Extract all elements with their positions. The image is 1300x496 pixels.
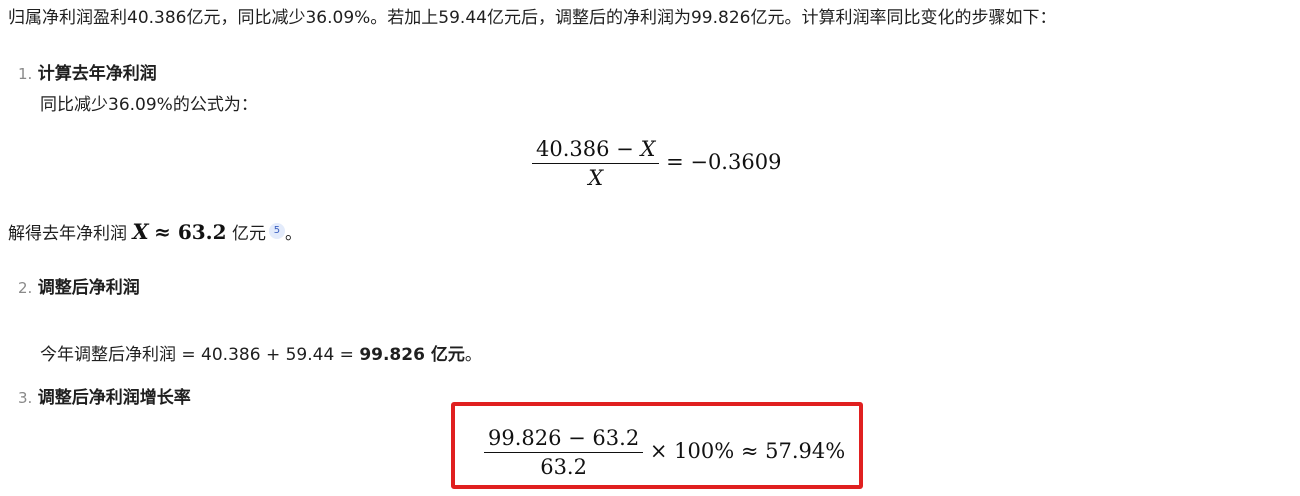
step-3-title: 调整后净利润增长率 bbox=[37, 388, 191, 408]
adjusted-end: 。 bbox=[464, 345, 482, 365]
step-2-title: 调整后净利润 bbox=[37, 278, 140, 298]
citation-badge[interactable]: 5 bbox=[268, 223, 285, 239]
step-2-number: 2. bbox=[18, 279, 33, 297]
step-1-description: 同比减少36.09%的公式为： bbox=[40, 95, 258, 115]
formula-3: 99.826 − 63.2 63.2 × 100% ≈ 57.94% bbox=[484, 426, 845, 479]
step-2-heading: 2. 调整后净利润 bbox=[18, 276, 140, 300]
formula-3-rhs: × 100% ≈ 57.94% bbox=[649, 439, 846, 463]
formula-1-rhs: = −0.3609 bbox=[666, 150, 782, 174]
adjusted-profit-line: 今年调整后净利润 = 40.386 + 59.44 = 99.826 亿元。 bbox=[40, 343, 482, 367]
intro-text: 归属净利润盈利40.386亿元，同比减少36.09%。若加上59.44亿元后，调… bbox=[8, 8, 1057, 28]
step-1-title: 计算去年净利润 bbox=[37, 64, 157, 84]
formula-1: 40.386 − X X = −0.3609 bbox=[532, 137, 781, 190]
solve-prefix: 解得去年净利润 bbox=[8, 224, 127, 244]
formula-3-denominator: 63.2 bbox=[484, 452, 644, 479]
formula-1-fraction: 40.386 − X X bbox=[532, 137, 660, 190]
formula-1-numerator: 40.386 − X bbox=[532, 137, 659, 163]
formula-3-fraction: 99.826 − 63.2 63.2 bbox=[484, 426, 644, 479]
formula-3-numerator: 99.826 − 63.2 bbox=[488, 426, 640, 450]
step-3-heading: 3. 调整后净利润增长率 bbox=[18, 386, 191, 410]
formula-1-num-text: 40.386 − bbox=[536, 137, 641, 161]
solve-suffix: 亿元 bbox=[231, 224, 266, 244]
step-1-heading: 1. 计算去年净利润 bbox=[18, 62, 157, 86]
adjusted-result: 99.826 亿元 bbox=[359, 345, 465, 365]
solve-var: X bbox=[132, 219, 149, 244]
highlight-box bbox=[451, 402, 863, 489]
solve-line: 解得去年净利润 X ≈ 63.2 亿元 5。 bbox=[8, 220, 302, 246]
adjusted-text: 今年调整后净利润 = 40.386 + 59.44 = bbox=[40, 345, 360, 365]
solve-end: 。 bbox=[284, 224, 302, 244]
step-1-number: 1. bbox=[18, 65, 33, 83]
step-3-number: 3. bbox=[18, 389, 33, 407]
solve-approx: ≈ 63.2 bbox=[154, 220, 227, 244]
formula-1-num-var: X bbox=[640, 137, 656, 161]
formula-1-denominator: X bbox=[532, 163, 660, 190]
